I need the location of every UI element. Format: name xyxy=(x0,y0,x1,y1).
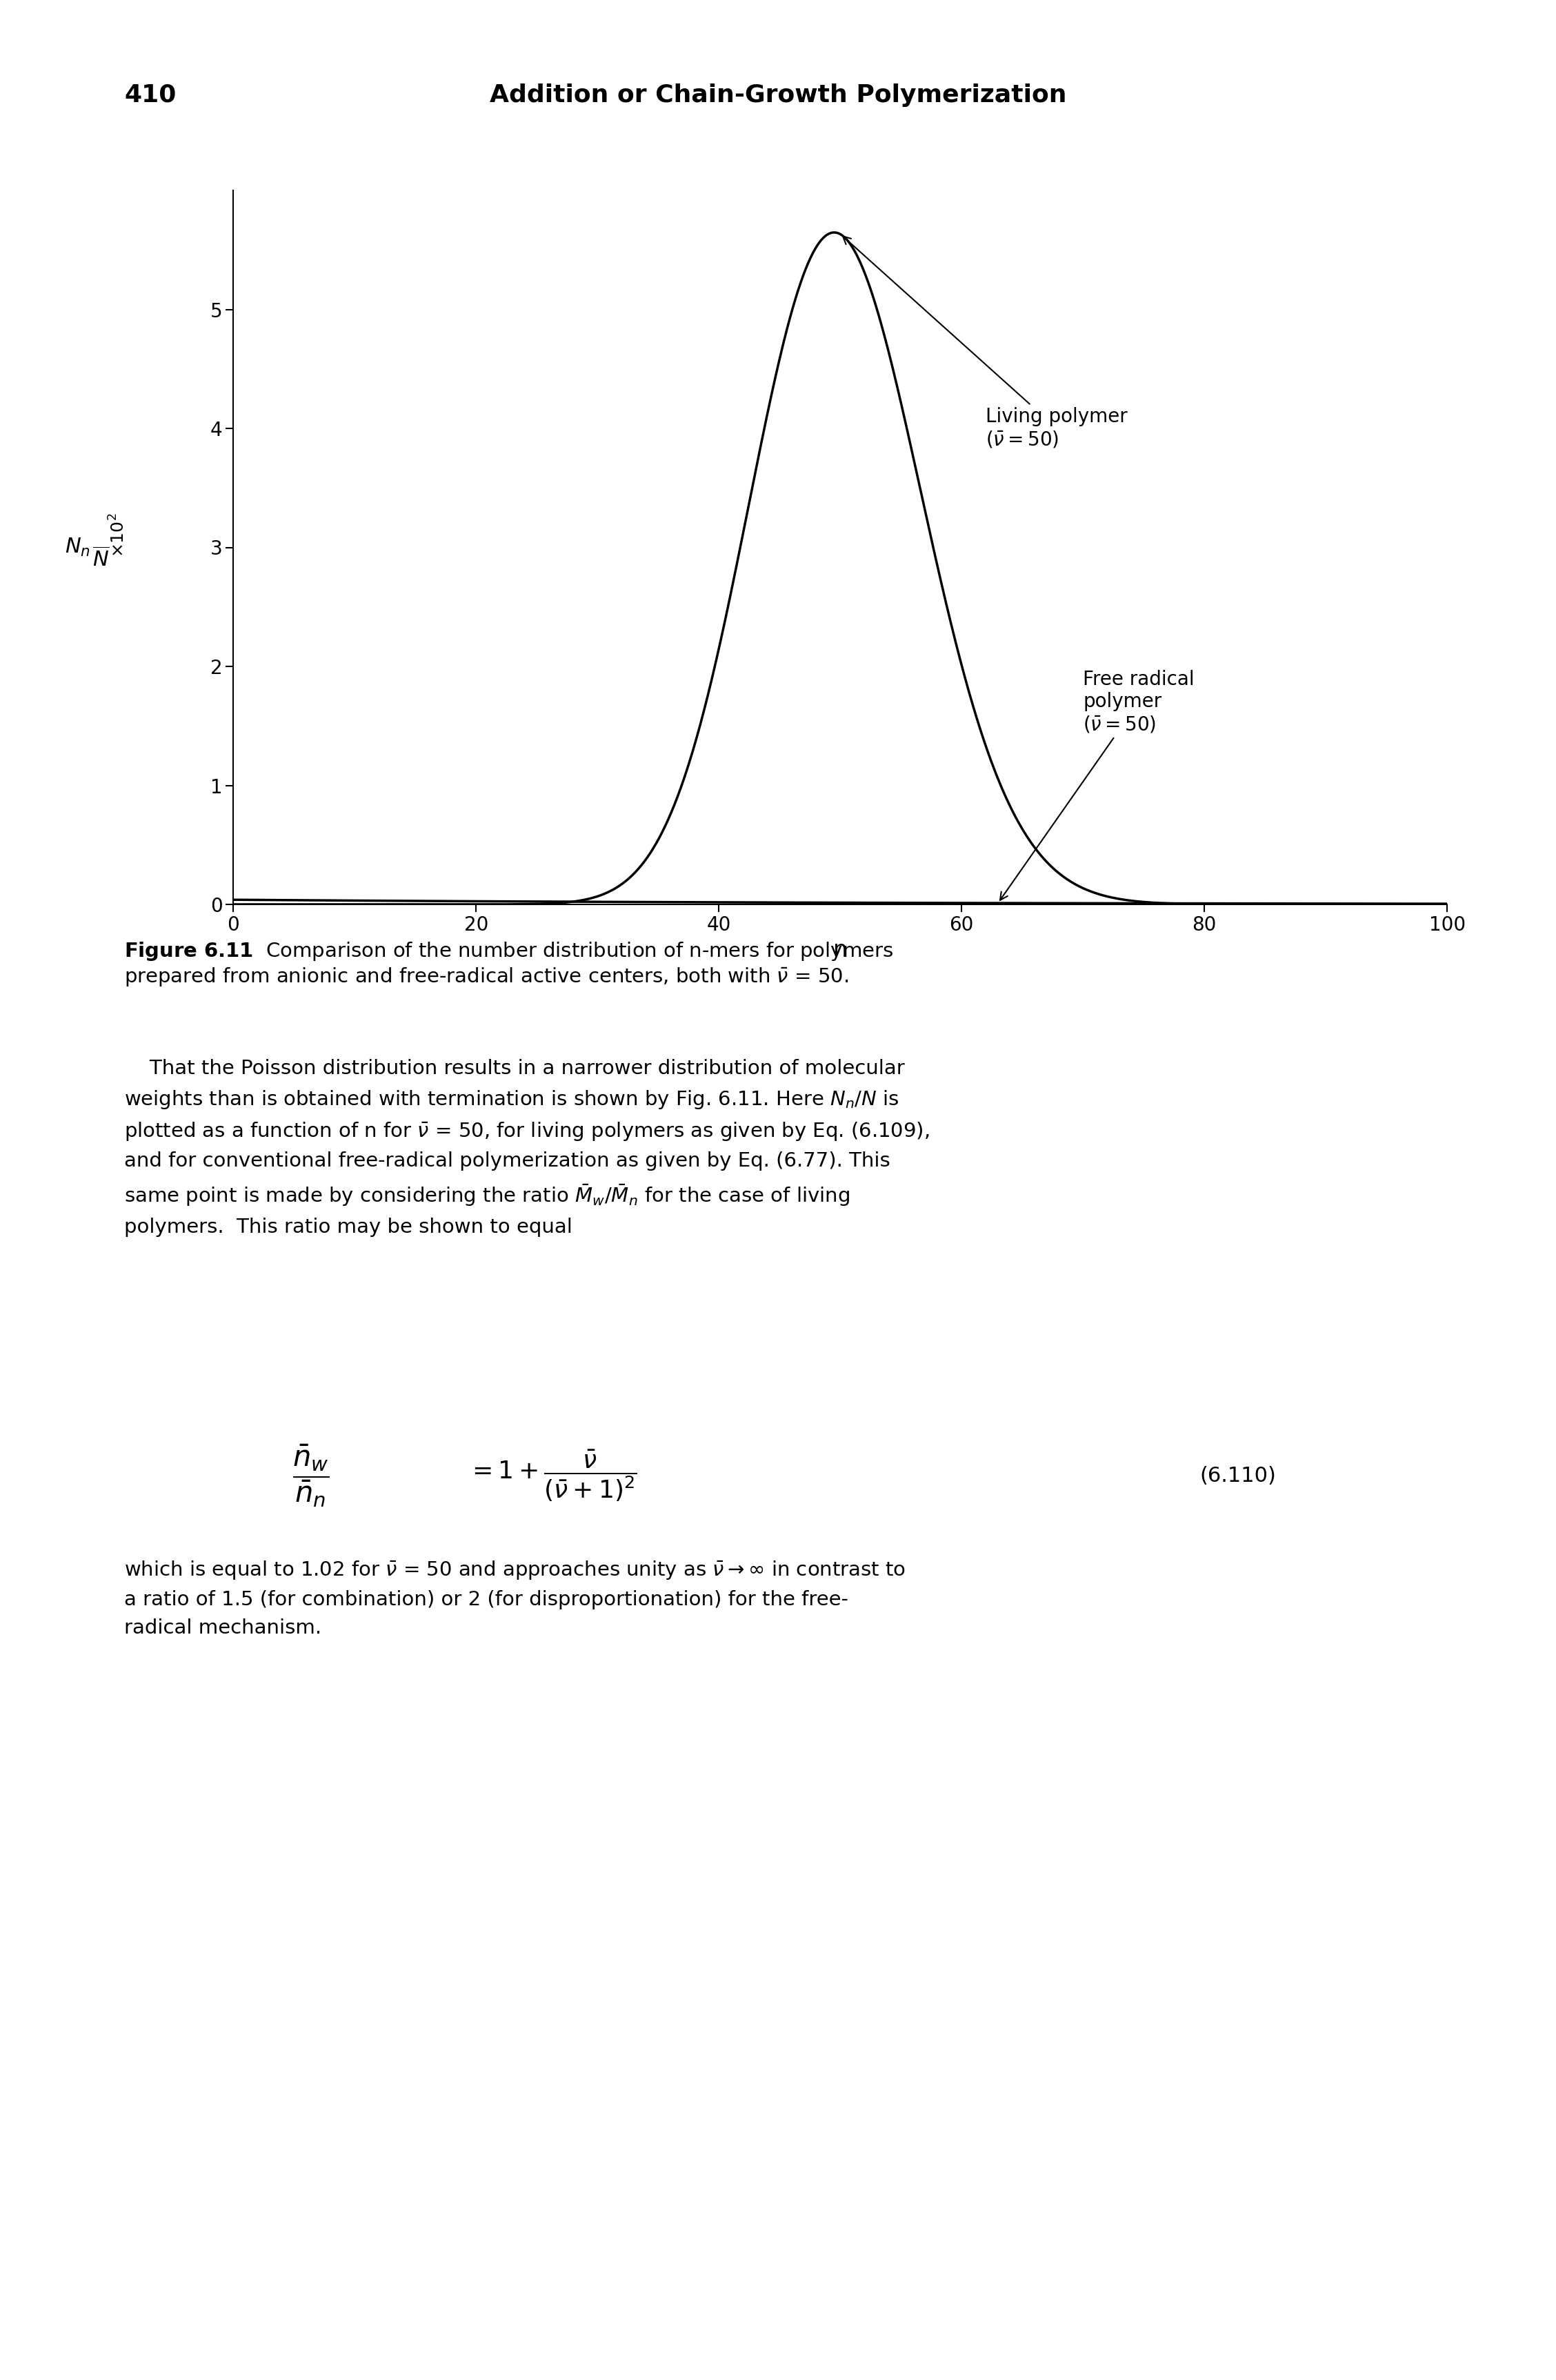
Text: Addition or Chain-Growth Polymerization: Addition or Chain-Growth Polymerization xyxy=(490,83,1066,107)
Text: $= 1 + \dfrac{\bar{\nu}}{(\bar{\nu} + 1)^2}$: $= 1 + \dfrac{\bar{\nu}}{(\bar{\nu} + 1)… xyxy=(467,1447,636,1504)
Text: which is equal to 1.02 for $\bar{\nu}$ = 50 and approaches unity as $\bar{\nu} \: which is equal to 1.02 for $\bar{\nu}$ =… xyxy=(124,1559,906,1637)
Text: Living polymer
$(\bar{\nu} = 50)$: Living polymer $(\bar{\nu} = 50)$ xyxy=(843,236,1128,450)
Text: $\overline{N}$: $\overline{N}$ xyxy=(93,547,109,571)
Text: $\bf{Figure\ 6.11}$  Comparison of the number distribution of n-mers for polymer: $\bf{Figure\ 6.11}$ Comparison of the nu… xyxy=(124,940,893,988)
Text: (6.110): (6.110) xyxy=(1200,1466,1276,1485)
Text: $\dfrac{\bar{n}_w}{\bar{n}_n}$: $\dfrac{\bar{n}_w}{\bar{n}_n}$ xyxy=(293,1442,330,1509)
X-axis label: n: n xyxy=(832,938,848,962)
Text: Free radical
polymer
$(\bar{\nu} = 50)$: Free radical polymer $(\bar{\nu} = 50)$ xyxy=(1001,669,1195,900)
Text: $N_n$: $N_n$ xyxy=(65,536,90,559)
Text: 410: 410 xyxy=(124,83,176,107)
Text: That the Poisson distribution results in a narrower distribution of molecular
we: That the Poisson distribution results in… xyxy=(124,1059,930,1238)
Text: $\times 10^2$: $\times 10^2$ xyxy=(109,514,128,557)
